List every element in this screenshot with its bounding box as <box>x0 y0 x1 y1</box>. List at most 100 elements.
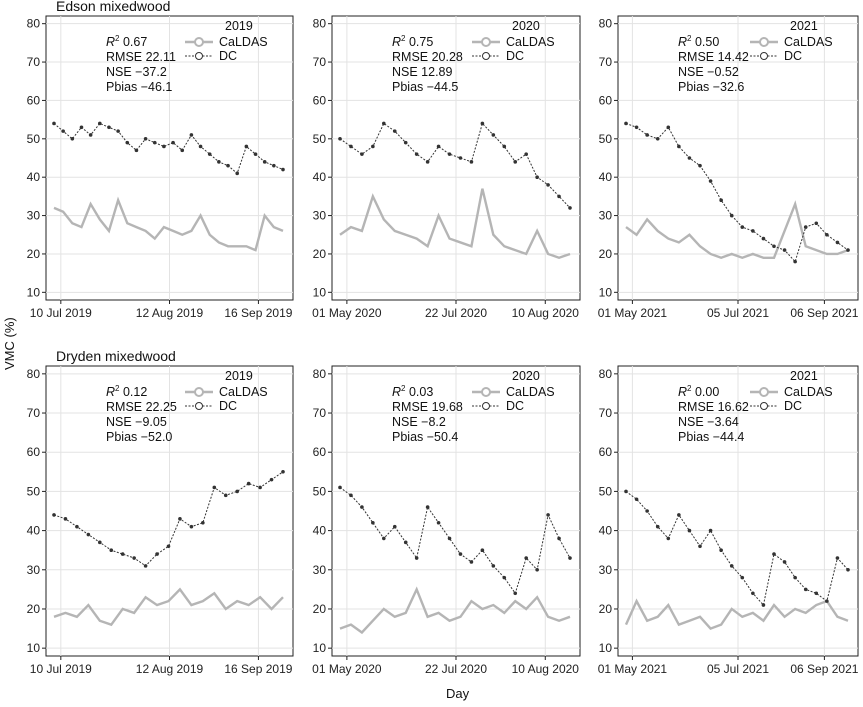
x-tick-label: 10 Jul 2019 <box>30 662 92 676</box>
dc-point <box>125 140 130 145</box>
stat-rmse: RMSE 22.11 <box>106 50 176 64</box>
dc-point <box>645 509 649 513</box>
dc-point <box>772 244 776 249</box>
stat-rmse: RMSE 22.25 <box>106 400 177 414</box>
dc-point <box>253 152 258 156</box>
dc-point <box>655 524 660 529</box>
caldas-series-line <box>625 200 849 260</box>
dc-series-line <box>339 122 571 209</box>
dc-point <box>698 544 702 549</box>
dc-point <box>223 493 228 498</box>
stat-pbias: Pbias −44.4 <box>678 430 744 444</box>
chart-panel-2: 10 20 30 40 50 60 70 80 01 May 2021 05 Jul 2021 06… <box>598 15 859 320</box>
dc-point <box>719 548 723 552</box>
y-tick-label: 40 <box>27 170 41 184</box>
dc-point <box>98 540 102 545</box>
dc-point <box>189 524 194 529</box>
chart-panel-1: 10 20 30 40 50 60 70 80 01 May 2020 22 Jul 2020 10… <box>312 15 581 320</box>
dc-point <box>107 125 111 130</box>
dc-point <box>143 137 148 141</box>
dc-point <box>201 520 205 525</box>
x-tick-label: 01 May 2021 <box>598 306 668 320</box>
stat-rmse: RMSE 14.42 <box>678 50 749 64</box>
dc-point <box>235 489 239 494</box>
legend-dc-label: DC <box>219 49 237 63</box>
dc-point <box>782 560 787 564</box>
dc-point <box>392 129 397 133</box>
stat-rmse: RMSE 19.68 <box>392 400 463 414</box>
dc-point <box>772 552 776 556</box>
dc-point <box>88 133 93 137</box>
dc-point <box>814 591 819 596</box>
x-tick-label: 10 Jul 2019 <box>30 306 92 320</box>
stat-nse: NSE −8.2 <box>392 415 446 429</box>
y-tick-label: 80 <box>313 17 327 31</box>
dc-point <box>825 599 829 603</box>
caldas-series-line <box>624 598 849 630</box>
stat-nse: NSE 12.89 <box>392 65 453 79</box>
dc-point <box>262 160 267 164</box>
dc-point <box>761 603 766 607</box>
stat-r2: R2 0.75 <box>392 34 433 49</box>
dc-point <box>178 517 182 521</box>
dc-point <box>281 167 285 172</box>
dc-point <box>403 140 408 145</box>
dc-point <box>198 144 203 149</box>
dc-point <box>825 232 829 237</box>
chart-panel-4: 10 20 30 40 50 60 70 80 01 May 2020 22 Jul 2020 10… <box>312 365 581 676</box>
dc-point <box>502 144 507 149</box>
dc-point <box>447 536 452 541</box>
dc-series-line <box>53 122 284 175</box>
legend-caldas-marker <box>194 37 204 47</box>
dc-point <box>61 129 65 133</box>
legend-caldas-marker <box>481 37 491 47</box>
dc-point <box>655 137 660 141</box>
y-tick-label: 80 <box>313 367 327 381</box>
x-tick-label: 06 Sep 2021 <box>790 662 858 676</box>
chart-panel-0: 10 20 30 40 50 60 70 80 10 Jul 2019 12 Aug 2019 16… <box>27 15 294 320</box>
dc-point <box>425 160 430 164</box>
y-tick-label: 30 <box>599 563 613 577</box>
dc-point <box>568 556 572 560</box>
dc-point <box>166 544 171 549</box>
y-tick-label: 80 <box>27 367 41 381</box>
dc-point <box>469 160 474 164</box>
dc-point <box>447 152 452 156</box>
y-tick-label: 20 <box>27 247 41 261</box>
legend-dc-label: DC <box>784 49 802 63</box>
y-tick-label: 30 <box>599 209 613 223</box>
dc-point <box>846 567 850 572</box>
legend-caldas-label: CaLDAS <box>506 385 555 399</box>
dc-point <box>480 121 485 126</box>
legend-caldas-marker <box>759 387 769 397</box>
dc-point <box>349 144 353 149</box>
dc-point <box>258 485 262 490</box>
caldas-series-line <box>339 586 571 635</box>
y-tick-label: 10 <box>27 285 41 299</box>
caldas-series-line <box>53 587 284 627</box>
x-tick-label: 12 Aug 2019 <box>136 306 204 320</box>
dc-series-line <box>625 491 849 607</box>
y-tick-label: 20 <box>599 247 613 261</box>
y-tick-label: 80 <box>27 17 41 31</box>
dc-point <box>217 160 221 164</box>
dc-point <box>502 575 507 580</box>
legend-title: 2020 <box>512 19 540 33</box>
x-tick-label: 22 Jul 2020 <box>425 662 487 676</box>
dc-point <box>698 163 702 168</box>
dc-point <box>740 575 745 580</box>
dc-point <box>458 552 463 556</box>
dc-point <box>52 121 56 126</box>
dc-point <box>557 194 561 199</box>
dc-series-line <box>625 122 849 263</box>
legend-caldas-marker <box>481 387 491 397</box>
dc-point <box>803 587 808 592</box>
dc-point <box>235 171 239 176</box>
dc-point <box>729 213 734 218</box>
dc-point <box>546 183 550 187</box>
dc-point <box>338 137 342 141</box>
legend-caldas-label: CaLDAS <box>219 35 268 49</box>
dc-point <box>645 133 649 137</box>
legend-dc-marker <box>760 402 768 410</box>
legend-dc-marker <box>482 52 490 60</box>
